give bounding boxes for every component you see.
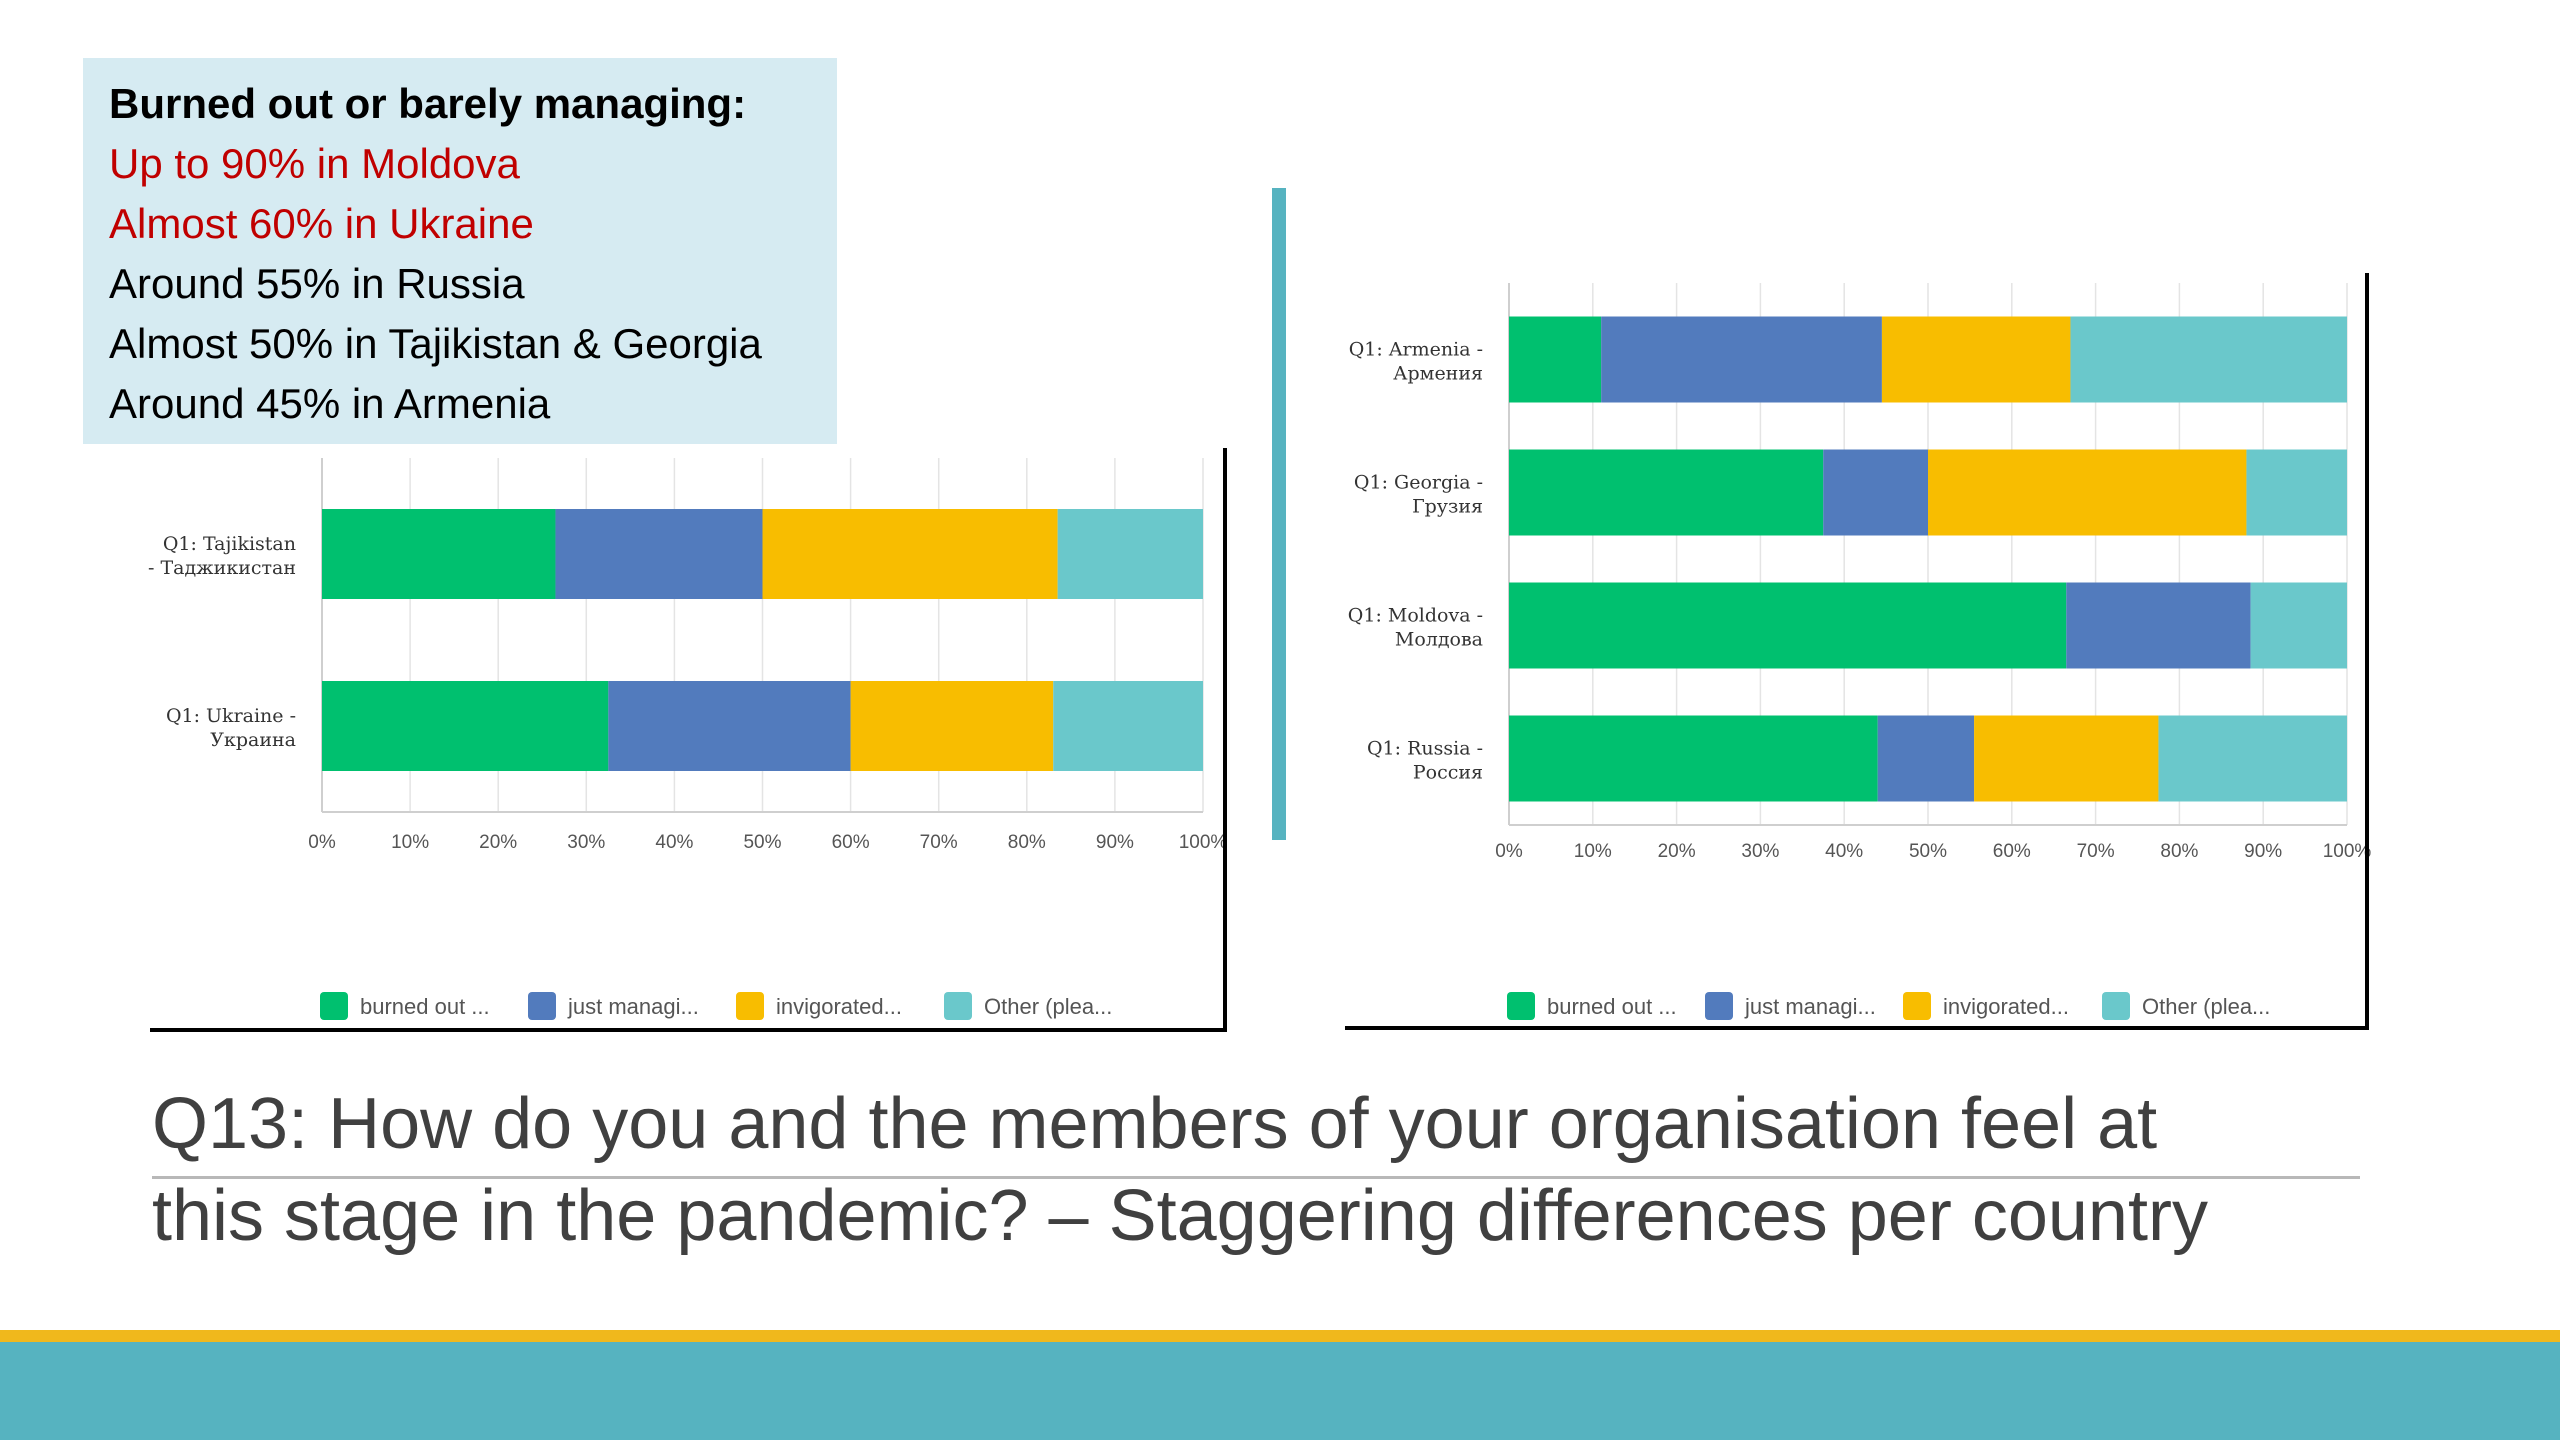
x-tick-label: 30% xyxy=(567,832,605,853)
bar-segment-1-row-1 xyxy=(322,509,556,599)
legend-label: Other (plea... xyxy=(2142,994,2270,1019)
bar-segment-2-row-1 xyxy=(555,509,763,599)
legend-swatch xyxy=(736,992,764,1020)
findings-callout: Burned out or barely managing: Up to 90%… xyxy=(83,58,837,444)
category-label: Q1: Georgia -Грузия xyxy=(1354,472,1483,518)
x-tick-label: 10% xyxy=(391,832,429,853)
bar-segment-4-row-2 xyxy=(1053,681,1203,771)
category-label: Q1: Moldova -Молдова xyxy=(1348,605,1483,651)
legend-swatch xyxy=(944,992,972,1020)
callout-heading: Burned out or barely managing: xyxy=(109,80,747,127)
x-tick-label: 10% xyxy=(1574,841,1612,862)
bar-segment-3-row-1 xyxy=(762,509,1058,599)
legend-label: burned out ... xyxy=(360,994,490,1019)
category-label: Q1: Armenia -Армения xyxy=(1349,339,1483,385)
bar-segment-4-row-3 xyxy=(2250,582,2347,669)
x-tick-label: 60% xyxy=(1993,841,2031,862)
x-tick-label: 50% xyxy=(1909,841,1947,862)
bar-segment-2-row-2 xyxy=(1823,449,1928,536)
bar-segment-1-row-3 xyxy=(1509,582,2067,669)
legend-label: just managi... xyxy=(567,994,699,1019)
category-label: Q1: Tajikistan - Таджикистан xyxy=(148,533,296,579)
category-label: Q1: Russia -Россия xyxy=(1367,738,1483,784)
footer-gold-band xyxy=(0,1330,2560,1342)
bar-segment-1-row-4 xyxy=(1509,715,1878,802)
legend-swatch xyxy=(320,992,348,1020)
legend-swatch xyxy=(2102,992,2130,1020)
x-tick-label: 40% xyxy=(1825,841,1863,862)
x-tick-label: 70% xyxy=(920,832,958,853)
x-tick-label: 100% xyxy=(1179,832,1228,853)
legend-label: just managi... xyxy=(1744,994,1876,1019)
x-tick-label: 0% xyxy=(1495,841,1523,862)
x-tick-label: 20% xyxy=(1658,841,1696,862)
vertical-divider xyxy=(1272,188,1286,840)
x-tick-label: 20% xyxy=(479,832,517,853)
x-tick-label: 30% xyxy=(1741,841,1779,862)
bar-segment-4-row-4 xyxy=(2158,715,2347,802)
legend-swatch xyxy=(528,992,556,1020)
bar-segment-2-row-2 xyxy=(608,681,851,771)
bar-segment-3-row-4 xyxy=(1974,715,2159,802)
footer-teal-band xyxy=(0,1342,2560,1440)
chart-left: Q1: Tajikistan - Таджикистан Q1: Ukraine -… xyxy=(148,448,1230,1032)
legend-label: invigorated... xyxy=(776,994,902,1019)
callout-line-armenia: Around 45% in Armenia xyxy=(109,380,551,427)
chart-right-svg: Q1: Armenia -Армения Q1: Georgia -Грузия Q… xyxy=(1345,273,2372,1030)
bar-segment-1-row-1 xyxy=(1509,316,1602,403)
category-label: Q1: Ukraine -Украина xyxy=(166,705,296,751)
x-tick-label: 0% xyxy=(308,832,336,853)
x-tick-label: 90% xyxy=(2244,841,2282,862)
chart-left-svg: Q1: Tajikistan - Таджикистан Q1: Ukraine -… xyxy=(148,448,1228,1032)
legend-label: Other (plea... xyxy=(984,994,1112,1019)
x-tick-label: 80% xyxy=(2160,841,2198,862)
bar-segment-2-row-3 xyxy=(2066,582,2251,669)
callout-line-tajikistan-georgia: Almost 50% in Tajikistan & Georgia xyxy=(109,320,762,367)
legend-swatch xyxy=(1507,992,1535,1020)
x-tick-label: 100% xyxy=(2323,841,2372,862)
slide-title: Q13: How do you and the members of your … xyxy=(152,1078,2372,1262)
bar-segment-3-row-2 xyxy=(1928,449,2247,536)
bar-segment-4-row-1 xyxy=(1057,509,1203,599)
bar-segment-4-row-2 xyxy=(2246,449,2347,536)
bar-segment-2-row-4 xyxy=(1877,715,1975,802)
bar-segment-2-row-1 xyxy=(1601,316,1882,403)
bar-segment-4-row-1 xyxy=(2070,316,2347,403)
x-tick-label: 40% xyxy=(655,832,693,853)
bar-segment-3-row-2 xyxy=(850,681,1054,771)
callout-line-ukraine: Almost 60% in Ukraine xyxy=(109,200,534,247)
x-tick-label: 90% xyxy=(1096,832,1134,853)
legend-swatch xyxy=(1903,992,1931,1020)
callout-line-moldova: Up to 90% in Moldova xyxy=(109,140,520,187)
title-underline xyxy=(152,1176,2360,1179)
bar-segment-3-row-1 xyxy=(1881,316,2071,403)
x-tick-label: 50% xyxy=(743,832,781,853)
slide-title-line-2: this stage in the pandemic? – Staggering… xyxy=(152,1176,2208,1256)
legend-label: burned out ... xyxy=(1547,994,1677,1019)
x-tick-label: 70% xyxy=(2077,841,2115,862)
x-tick-label: 60% xyxy=(832,832,870,853)
legend-label: invigorated... xyxy=(1943,994,2069,1019)
bar-segment-1-row-2 xyxy=(1509,449,1824,536)
slide-title-line-1: Q13: How do you and the members of your … xyxy=(152,1084,2158,1164)
legend-swatch xyxy=(1705,992,1733,1020)
x-tick-label: 80% xyxy=(1008,832,1046,853)
callout-line-russia: Around 55% in Russia xyxy=(109,260,525,307)
chart-right: Q1: Armenia -Армения Q1: Georgia -Грузия Q… xyxy=(1345,273,2372,1032)
bar-segment-1-row-2 xyxy=(322,681,609,771)
